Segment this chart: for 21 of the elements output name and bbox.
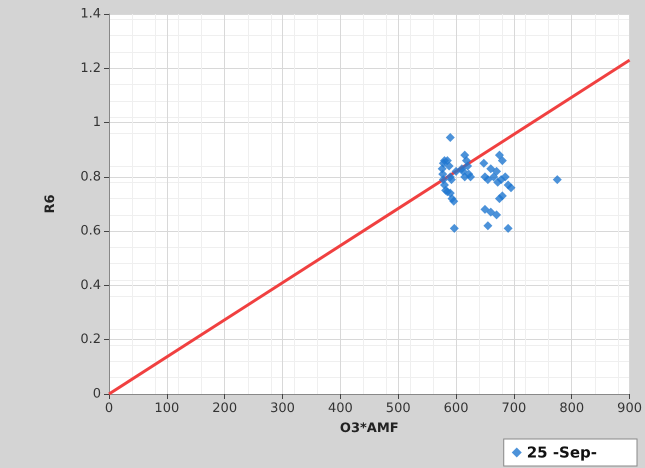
y-tick-label: 0.6: [80, 224, 101, 239]
x-tick-label: 900: [617, 401, 642, 416]
x-tick-label: 400: [328, 401, 353, 416]
x-tick-label: 0: [104, 401, 114, 416]
x-tick-label: 700: [501, 401, 526, 416]
x-tick-label: 600: [444, 401, 468, 416]
x-tick-label: 200: [212, 401, 238, 416]
y-tick-label: 0.4: [80, 278, 101, 293]
y-tick-label: 0.2: [80, 332, 101, 348]
x-tick-label: 100: [154, 401, 180, 416]
y-tick-label: 1.4: [80, 6, 101, 22]
y-tick-label: 0: [92, 386, 101, 402]
y-tick-label: 1.2: [80, 60, 101, 76]
x-tick-label: 300: [270, 401, 295, 416]
legend-label: 25 -Sep-: [526, 444, 598, 462]
x-tick-label: 500: [386, 401, 411, 416]
x-tick-label: 800: [559, 401, 584, 416]
x-axis-title: O3*AMF: [340, 421, 399, 436]
y-tick-label: 0.8: [80, 169, 101, 184]
y-axis-title: R6: [43, 194, 58, 214]
y-tick-label: 1: [92, 115, 101, 130]
